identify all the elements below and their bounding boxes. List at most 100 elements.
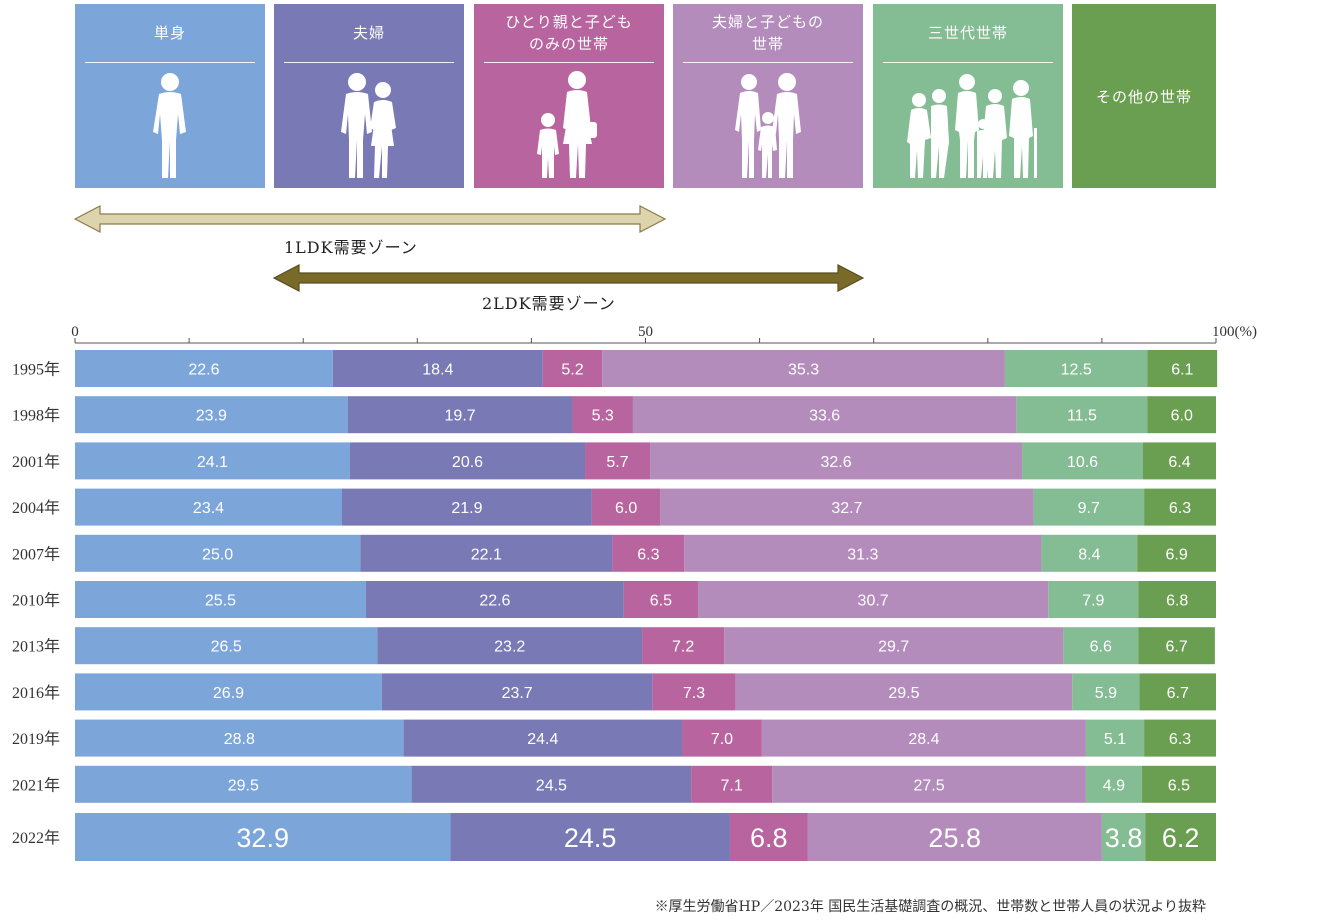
bar-segment bbox=[381, 673, 653, 711]
household-composition-chart: 0 50 100(%) 1995年 22.6 18.4 5.2 35.3 12.5 6.1 1998… bbox=[12, 324, 1257, 861]
data-label: 6.7 bbox=[1167, 685, 1189, 702]
bar-segment bbox=[403, 719, 683, 757]
bar-segment bbox=[349, 442, 586, 480]
zone-2ldk-arrow bbox=[272, 264, 865, 292]
data-label: 6.2 bbox=[1162, 823, 1200, 853]
zone-1ldk-arrow bbox=[73, 205, 667, 233]
bar-segment bbox=[1022, 442, 1143, 480]
year-label: 1998年 bbox=[12, 407, 60, 425]
data-label: 28.4 bbox=[908, 731, 939, 748]
data-label: 5.2 bbox=[561, 362, 583, 379]
data-label: 24.4 bbox=[527, 731, 558, 748]
legend-card-couple: 夫婦 bbox=[274, 4, 464, 188]
source-note: ※厚生労働省HP／2023年 国民生活基礎調査の概況、世帯数と世帯人員の状況より… bbox=[654, 899, 1206, 915]
bar-segment bbox=[75, 581, 366, 618]
data-label: 23.4 bbox=[193, 500, 224, 517]
data-label: 22.6 bbox=[188, 362, 219, 379]
bar-segment bbox=[691, 765, 773, 803]
legend-card-single-parent: ひとり親と子ども のみの世帯 bbox=[474, 4, 664, 188]
data-label: 20.6 bbox=[452, 454, 483, 471]
bar-segment bbox=[377, 627, 643, 665]
bar-segment bbox=[682, 719, 762, 757]
single-person-icon bbox=[153, 73, 186, 178]
data-label: 6.4 bbox=[1168, 454, 1190, 471]
bar-segment bbox=[75, 534, 361, 572]
data-label: 29.5 bbox=[228, 777, 259, 794]
bar-segment bbox=[735, 673, 1073, 711]
bar-segment bbox=[660, 488, 1034, 526]
data-label: 11.5 bbox=[1067, 408, 1097, 425]
three-generation-icon bbox=[907, 74, 1037, 178]
data-label: 26.5 bbox=[211, 639, 242, 656]
x-tick-label: 100(%) bbox=[1212, 324, 1257, 340]
data-label: 31.3 bbox=[847, 546, 878, 563]
data-label: 24.1 bbox=[197, 454, 228, 471]
bar-segment bbox=[542, 350, 603, 387]
single-parent-icon bbox=[537, 71, 597, 178]
bar-segment bbox=[1138, 627, 1215, 665]
data-label: 7.9 bbox=[1082, 593, 1104, 610]
data-label: 6.1 bbox=[1171, 362, 1193, 379]
data-label: 5.9 bbox=[1095, 685, 1117, 702]
data-label: 24.5 bbox=[536, 777, 567, 794]
data-label: 6.8 bbox=[1166, 593, 1188, 610]
bar-segment bbox=[450, 813, 730, 861]
legend-divider bbox=[683, 62, 853, 63]
bar-segment bbox=[75, 765, 412, 803]
bar-segment bbox=[1041, 534, 1138, 572]
bar-segment bbox=[632, 396, 1017, 434]
legend-card-three-generation: 三世代世帯 bbox=[873, 4, 1063, 188]
data-label: 27.5 bbox=[913, 777, 944, 794]
bar-segment bbox=[332, 350, 543, 387]
bar-segment bbox=[1072, 673, 1140, 711]
year-label: 2016年 bbox=[12, 684, 60, 702]
data-label: 6.3 bbox=[637, 546, 659, 563]
bar-segment bbox=[1147, 350, 1218, 387]
bar-segment bbox=[585, 442, 651, 480]
data-label: 21.9 bbox=[451, 500, 482, 517]
bar-segment bbox=[411, 765, 692, 803]
data-label: 30.7 bbox=[858, 593, 889, 610]
bar-segment bbox=[1138, 581, 1216, 618]
data-label: 7.3 bbox=[683, 685, 705, 702]
family-icon bbox=[735, 73, 801, 178]
data-label: 35.3 bbox=[788, 362, 819, 379]
bar-segment bbox=[807, 813, 1102, 861]
legend-label-single-parent: ひとり親と子ども のみの世帯 bbox=[474, 11, 664, 55]
data-label: 10.6 bbox=[1067, 454, 1098, 471]
legend-label-family: 夫婦と子どもの 世帯 bbox=[673, 11, 863, 55]
zone-2ldk-label: 2LDK需要ゾーン bbox=[482, 294, 616, 313]
data-label: 6.0 bbox=[615, 500, 637, 517]
data-label: 26.9 bbox=[213, 685, 244, 702]
bar-segment bbox=[1085, 765, 1142, 803]
bar-segment bbox=[360, 534, 613, 572]
data-label: 4.9 bbox=[1103, 777, 1125, 794]
data-label: 25.0 bbox=[202, 546, 233, 563]
x-tick-label: 50 bbox=[638, 324, 653, 340]
zone-1ldk-label: 1LDK需要ゾーン bbox=[284, 238, 418, 257]
bar-segment bbox=[75, 627, 378, 665]
legend-card-family: 夫婦と子どもの 世帯 bbox=[673, 4, 863, 188]
data-label: 6.5 bbox=[1168, 777, 1190, 794]
bar-segment bbox=[729, 813, 808, 861]
bar-segment bbox=[75, 673, 382, 711]
legend-label-couple: 夫婦 bbox=[352, 24, 385, 42]
bar-segment bbox=[1142, 442, 1216, 480]
legend-label-single-parent-line1: ひとり親と子ども bbox=[505, 13, 633, 31]
data-label: 6.6 bbox=[1090, 639, 1112, 656]
bar-segment bbox=[642, 627, 725, 665]
data-label: 32.9 bbox=[236, 823, 289, 853]
legend-label-family-line2: 世帯 bbox=[751, 35, 784, 53]
bar-segment bbox=[75, 442, 350, 480]
data-label: 5.1 bbox=[1104, 731, 1126, 748]
data-label: 6.3 bbox=[1169, 731, 1191, 748]
legend-label-other: その他の世帯 bbox=[1095, 88, 1192, 106]
legend-label-single: 単身 bbox=[153, 24, 186, 42]
bar-segment bbox=[724, 627, 1064, 665]
bar-segment bbox=[1144, 488, 1216, 526]
data-label: 5.7 bbox=[606, 454, 628, 471]
bar-segment bbox=[697, 581, 1049, 618]
bar-segment bbox=[761, 719, 1086, 757]
year-label: 2021年 bbox=[12, 776, 60, 794]
data-label: 7.1 bbox=[721, 777, 743, 794]
